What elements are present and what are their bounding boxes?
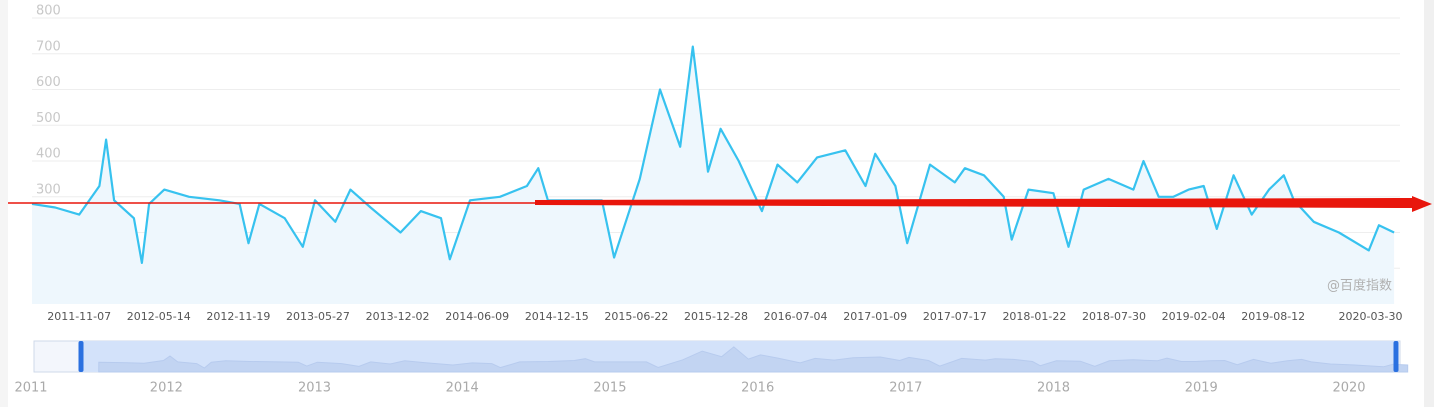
slider-tick-label: 2011 [14,381,47,396]
x-tick-label: 2015-12-28 [684,310,748,323]
y-tick-label: 800 [36,4,61,19]
slider-handle[interactable] [1393,341,1399,372]
slider[interactable]: 2011 2012 2013 2014 2015 2016 2017 2018 2019 2020 [14,340,1409,396]
x-tick-label: 2018-07-30 [1082,310,1146,323]
line [31,45,1395,264]
slider-tick-label: 2020 [1332,381,1365,396]
slider-tick-label: 2016 [741,381,774,396]
area [32,46,1395,304]
slider-tick-label: 2014 [446,381,479,396]
y-tick-label: 700 [36,39,61,54]
slider-handle[interactable] [78,341,84,372]
y-tick-label: 500 [36,111,61,126]
x-tick-label: 2017-07-17 [923,310,987,323]
x-tick-label: 2013-12-02 [366,310,430,323]
plot [31,45,1395,304]
slider-tick-label: 2012 [150,381,183,396]
y-tick-label: 300 [36,182,61,197]
slider-tick-label: 2017 [889,381,922,396]
x-tick-label: 2016-07-04 [764,310,828,323]
x-tick-label: 2012-11-19 [206,310,270,323]
slider-tick-label: 2015 [593,381,626,396]
x-tick-label: 2014-12-15 [525,310,589,323]
x-tick-label: 2018-01-22 [1002,310,1066,323]
x-tick-label: 2011-11-07 [47,310,111,323]
left-margin [0,0,8,407]
x-tick-label: 2015-06-22 [604,310,668,323]
red-arrow [8,196,1432,212]
x-tick-label: 2019-08-12 [1241,310,1305,323]
slider-tick-label: 2013 [298,381,331,396]
y-tick-label: 600 [36,75,61,90]
x-tick-label: 2017-01-09 [843,310,907,323]
y-tick-label: 400 [36,147,61,162]
x-tick-label: 2019-02-04 [1162,310,1226,323]
slider-tick-label: 2019 [1185,381,1218,396]
x-tick-label: 2013-05-27 [286,310,350,323]
slider-tick-label: 2018 [1037,381,1070,396]
x-tick-label: 2020-03-30 [1339,310,1403,323]
x-tick-label: 2012-05-14 [127,310,191,323]
slider-preview [98,346,1409,373]
x-tick-label: 2014-06-09 [445,310,509,323]
watermark: @百度指数 [1327,278,1392,294]
